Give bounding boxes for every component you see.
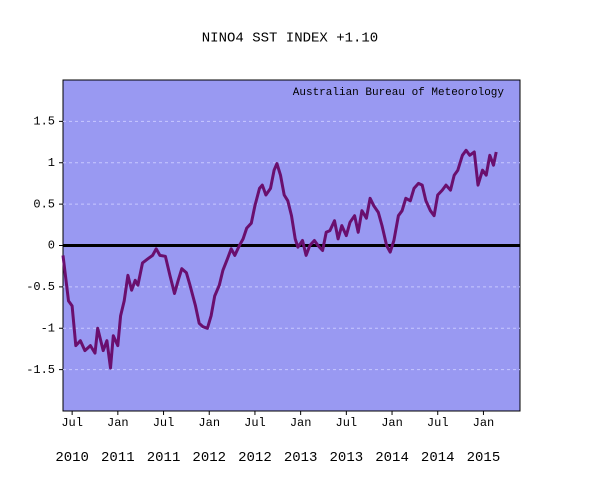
- x-tick-label: Jul 2012: [238, 416, 272, 466]
- x-tick-label: Jan 2013: [284, 416, 318, 466]
- x-tick-label: Jan 2014: [375, 416, 409, 466]
- x-tick-label: Jan 2012: [192, 416, 226, 466]
- y-tick-label: 1: [48, 156, 55, 170]
- y-tick-label: 0.5: [33, 197, 55, 211]
- x-tick-label: Jan 2011: [101, 416, 135, 466]
- y-tick-label: -1.5: [26, 363, 55, 377]
- x-tick-label: Jul 2010: [55, 416, 89, 466]
- x-tick-label: Jan 2015: [467, 416, 501, 466]
- x-tick-label: Jul 2013: [330, 416, 364, 466]
- y-tick-label: 0: [48, 239, 55, 253]
- data-line: [61, 148, 498, 370]
- y-tick-label: 1.5: [33, 115, 55, 129]
- x-tick-label: Jul 2014: [421, 416, 455, 466]
- y-tick-label: -1: [41, 321, 55, 335]
- annotation: Australian Bureau of Meteorology: [293, 87, 505, 99]
- x-tick-label: Jul 2011: [147, 416, 181, 466]
- y-tick-label: -0.5: [26, 280, 55, 294]
- chart-title: NINO4 SST INDEX +1.10: [202, 31, 378, 47]
